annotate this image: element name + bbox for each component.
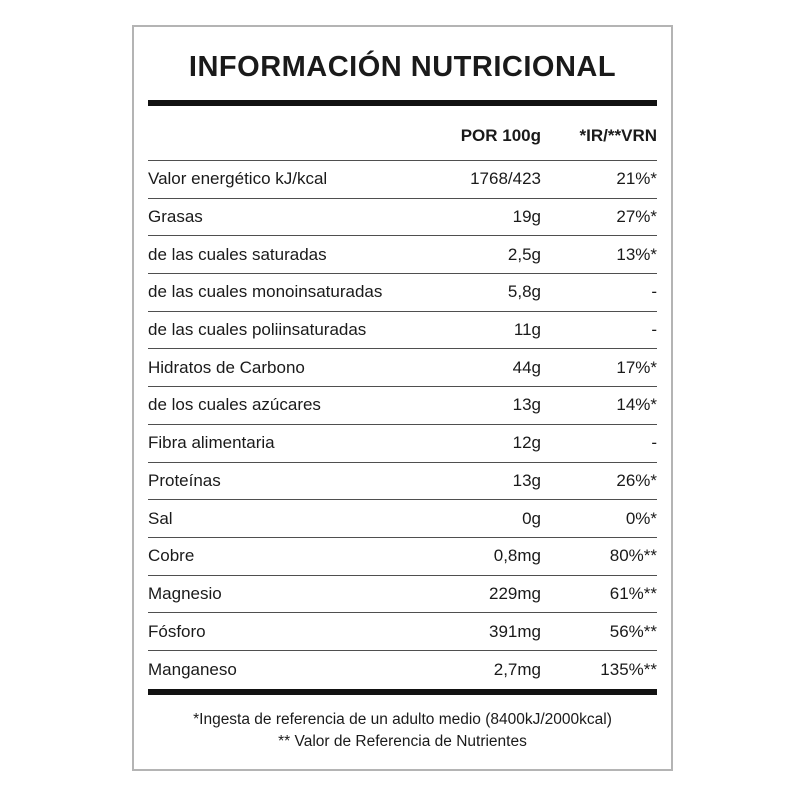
title-divider-rule bbox=[148, 100, 657, 106]
nutrient-ir-vrn-value: 17%* bbox=[616, 357, 657, 377]
nutrient-label: de las cuales saturadas bbox=[148, 244, 327, 264]
table-row: Fósforo 391mg 56%** bbox=[148, 613, 657, 651]
nutrient-label: Magnesio bbox=[148, 583, 222, 603]
nutrient-per-100g-value: 19g bbox=[512, 207, 541, 227]
nutrient-ir-vrn-value: 14%* bbox=[616, 395, 657, 415]
nutrient-ir-vrn-value: - bbox=[651, 282, 657, 302]
nutrient-label: de los cuales azúcares bbox=[148, 395, 321, 415]
nutrient-per-100g-value: 12g bbox=[512, 433, 541, 453]
nutrient-ir-vrn-value: 21%* bbox=[616, 169, 657, 189]
footnotes: *Ingesta de referencia de un adulto medi… bbox=[148, 695, 657, 754]
table-row: de las cuales saturadas 2,5g 13%* bbox=[148, 236, 657, 275]
table-row: de las cuales poliinsaturadas 11g - bbox=[148, 312, 657, 350]
table-row: Cobre 0,8mg 80%** bbox=[148, 538, 657, 576]
nutrient-ir-vrn-value: 26%* bbox=[616, 470, 657, 490]
nutrient-per-100g-value: 44g bbox=[512, 357, 541, 377]
table-row: Sal 0g 0%* bbox=[148, 500, 657, 538]
nutrition-title: INFORMACIÓN NUTRICIONAL bbox=[188, 51, 617, 83]
column-header-row: POR 100g *IR/**VRN bbox=[148, 106, 657, 161]
nutrient-label: de las cuales monoinsaturadas bbox=[148, 282, 383, 302]
footnote-reference-intake: *Ingesta de referencia de un adulto medi… bbox=[193, 710, 612, 728]
nutrient-per-100g-value: 11g bbox=[513, 320, 541, 340]
table-row: Grasas 19g 27%* bbox=[148, 199, 657, 237]
nutrition-label: INFORMACIÓN NUTRICIONAL POR 100g *IR/**V… bbox=[132, 25, 673, 771]
nutrient-per-100g-value: 0g bbox=[522, 508, 541, 528]
nutrient-label: Cobre bbox=[148, 546, 195, 566]
nutrient-ir-vrn-value: 61%** bbox=[609, 583, 657, 603]
nutrient-label: Fósforo bbox=[148, 621, 206, 641]
nutrient-per-100g-value: 2,5g bbox=[507, 244, 541, 264]
table-row: Proteínas 13g 26%* bbox=[148, 463, 657, 501]
table-row: de los cuales azúcares 13g 14%* bbox=[148, 387, 657, 425]
nutrient-per-100g-value: 0,8mg bbox=[493, 546, 541, 566]
nutrient-per-100g-value: 229mg bbox=[489, 583, 541, 603]
nutrient-label: de las cuales poliinsaturadas bbox=[148, 320, 367, 340]
nutrient-per-100g-value: 1768/423 bbox=[470, 169, 541, 189]
nutrient-per-100g-value: 13g bbox=[512, 470, 541, 490]
column-header-per-100g: POR 100g bbox=[460, 126, 541, 145]
nutrient-ir-vrn-value: 27%* bbox=[616, 207, 657, 227]
table-rows: Valor energético kJ/kcal 1768/423 21%* G… bbox=[148, 161, 657, 689]
nutrient-label: Proteínas bbox=[148, 470, 221, 490]
table-row: Magnesio 229mg 61%** bbox=[148, 576, 657, 614]
nutrient-per-100g-value: 391mg bbox=[489, 621, 541, 641]
footer-divider-rule bbox=[148, 688, 657, 695]
nutrient-ir-vrn-value: 56%** bbox=[609, 621, 657, 641]
nutrient-ir-vrn-value: 80%** bbox=[609, 546, 657, 566]
table-row: Manganeso 2,7mg 135%** bbox=[148, 651, 657, 689]
nutrient-label: Sal bbox=[148, 508, 173, 528]
nutrient-label: Manganeso bbox=[148, 659, 237, 679]
nutrient-label: Grasas bbox=[148, 207, 203, 227]
table-row: de las cuales monoinsaturadas 5,8g - bbox=[148, 274, 657, 312]
table-row: Hidratos de Carbono 44g 17%* bbox=[148, 349, 657, 388]
nutrient-per-100g-value: 2,7mg bbox=[493, 659, 541, 679]
table-row: Fibra alimentaria 12g - bbox=[148, 425, 657, 463]
nutrient-ir-vrn-value: - bbox=[651, 433, 657, 453]
nutrient-per-100g-value: 5,8g bbox=[507, 282, 541, 302]
nutrient-label: Hidratos de Carbono bbox=[148, 357, 305, 377]
footnote-nutrient-reference: ** Valor de Referencia de Nutrientes bbox=[278, 733, 527, 751]
nutrient-ir-vrn-value: 135%** bbox=[600, 659, 657, 679]
nutrient-ir-vrn-value: - bbox=[651, 320, 657, 340]
nutrient-label: Fibra alimentaria bbox=[148, 433, 275, 453]
nutrient-per-100g-value: 13g bbox=[512, 395, 541, 415]
column-header-ir-vrn: *IR/**VRN bbox=[579, 126, 657, 145]
nutrient-ir-vrn-value: 0%* bbox=[625, 508, 657, 528]
table-row: Valor energético kJ/kcal 1768/423 21%* bbox=[148, 161, 657, 199]
nutrient-label: Valor energético kJ/kcal bbox=[148, 169, 328, 189]
nutrient-ir-vrn-value: 13%* bbox=[616, 244, 657, 264]
